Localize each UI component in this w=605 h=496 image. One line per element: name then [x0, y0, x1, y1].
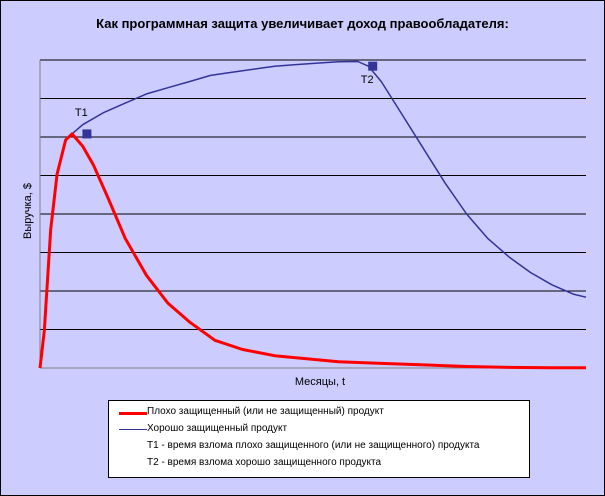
- marker-t2: [368, 61, 378, 71]
- x-axis-label: Месяцы, t: [294, 376, 346, 388]
- series-line-well-protected: [39, 60, 587, 369]
- chart-title: Как программная защита увеличивает доход…: [96, 16, 509, 31]
- gridlines: [40, 59, 586, 330]
- legend-item-poorly-protected: Плохо защищенный (или не защищенный) про…: [109, 405, 529, 419]
- legend-label: T1 - время взлома плохо защищенного (или…: [147, 440, 480, 451]
- marker-label-t2: T2: [361, 74, 374, 86]
- markers-group: T1 T2: [75, 61, 378, 139]
- legend-swatch-well-protected: [119, 429, 147, 430]
- legend-item-t1: T1 - время взлома плохо защищенного (или…: [109, 439, 529, 453]
- series-group: [38, 60, 587, 370]
- legend-item-t2: T2 - время взлома хорошо защищенного про…: [109, 456, 529, 470]
- legend: Плохо защищенный (или не защищенный) про…: [108, 400, 530, 478]
- legend-label: T2 - время взлома хорошо защищенного про…: [147, 457, 382, 468]
- legend-label: Плохо защищенный (или не защищенный) про…: [147, 406, 384, 417]
- y-axis-label: Выручка, $: [22, 183, 34, 239]
- legend-item-well-protected: Хорошо защищенный продукт: [109, 422, 529, 436]
- marker-label-t1: T1: [75, 107, 88, 119]
- legend-label: Хорошо защищенный продукт: [147, 423, 288, 434]
- series-line-poorly-protected: [38, 132, 586, 370]
- marker-t1: [82, 129, 92, 139]
- legend-swatch-poorly-protected: [119, 412, 147, 415]
